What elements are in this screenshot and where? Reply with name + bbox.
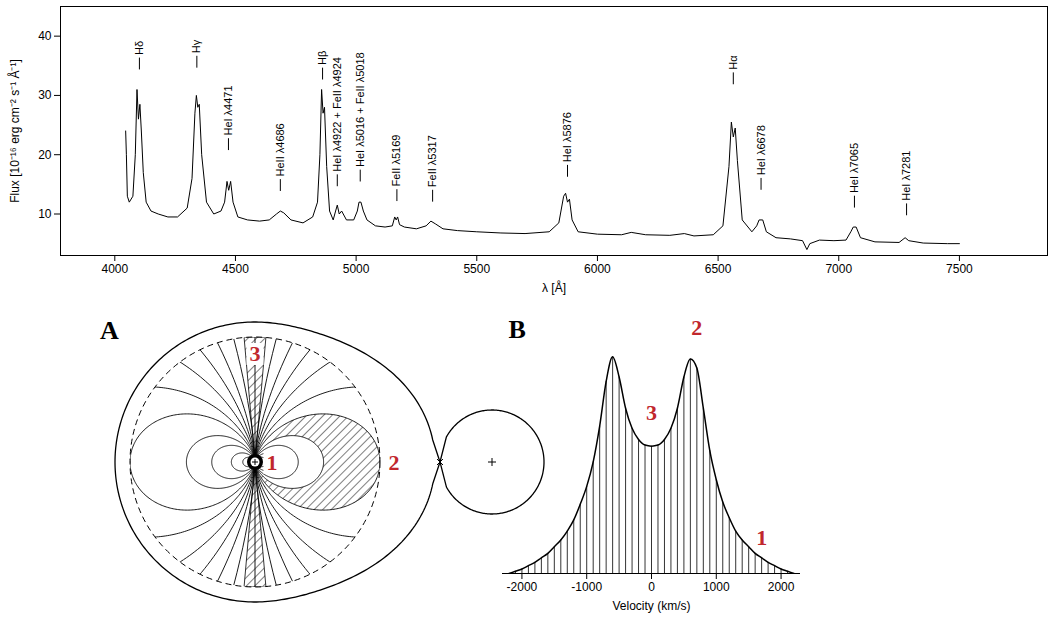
- svg-text:Hδ: Hδ: [133, 41, 145, 55]
- svg-text:HeI λ4471: HeI λ4471: [222, 85, 234, 135]
- svg-text:FeII λ5317: FeII λ5317: [426, 135, 438, 187]
- svg-text:HeII λ4686: HeII λ4686: [274, 123, 286, 176]
- svg-text:Hγ: Hγ: [190, 39, 202, 53]
- svg-text:A: A: [100, 316, 119, 345]
- svg-text:7500: 7500: [946, 262, 973, 276]
- svg-text:2000: 2000: [768, 580, 795, 594]
- svg-text:HeI λ6678: HeI λ6678: [755, 125, 767, 175]
- svg-text:B: B: [509, 315, 526, 344]
- svg-text:3: 3: [250, 341, 261, 366]
- svg-text:HeI λ5876: HeI λ5876: [561, 112, 573, 162]
- svg-text:2: 2: [691, 315, 702, 340]
- svg-text:HeI λ7065: HeI λ7065: [848, 143, 860, 193]
- svg-text:30: 30: [38, 88, 52, 102]
- svg-text:HeI λ4922 + FeII λ4924: HeI λ4922 + FeII λ4924: [331, 57, 343, 172]
- svg-text:-2000: -2000: [507, 580, 538, 594]
- svg-text:Hβ: Hβ: [316, 51, 328, 65]
- svg-text:3: 3: [646, 400, 657, 425]
- svg-text:10: 10: [38, 207, 52, 221]
- svg-text:0: 0: [648, 580, 655, 594]
- svg-text:1000: 1000: [703, 580, 730, 594]
- svg-text:HeI λ5016 + FeII λ5018: HeI λ5016 + FeII λ5018: [354, 52, 366, 167]
- svg-text:Flux [10⁻¹⁶ erg cm⁻² s⁻¹ Å⁻¹]: Flux [10⁻¹⁶ erg cm⁻² s⁻¹ Å⁻¹]: [7, 59, 22, 203]
- svg-text:5500: 5500: [463, 262, 490, 276]
- svg-text:4500: 4500: [222, 262, 249, 276]
- svg-text:40: 40: [38, 29, 52, 43]
- svg-text:2: 2: [389, 450, 400, 475]
- svg-text:-1000: -1000: [571, 580, 602, 594]
- svg-text:6500: 6500: [705, 262, 732, 276]
- svg-text:λ [Å]: λ [Å]: [542, 280, 566, 295]
- svg-text:4000: 4000: [101, 262, 128, 276]
- svg-text:1: 1: [267, 450, 278, 475]
- svg-text:Hα: Hα: [727, 55, 739, 70]
- svg-text:5000: 5000: [343, 262, 370, 276]
- svg-text:FeII λ5169: FeII λ5169: [390, 135, 402, 187]
- svg-text:7000: 7000: [825, 262, 852, 276]
- svg-text:Velocity (km/s): Velocity (km/s): [612, 599, 690, 613]
- svg-text:6000: 6000: [584, 262, 611, 276]
- svg-text:1: 1: [756, 525, 767, 550]
- svg-text:HeI λ7281: HeI λ7281: [900, 151, 912, 201]
- svg-text:20: 20: [38, 148, 52, 162]
